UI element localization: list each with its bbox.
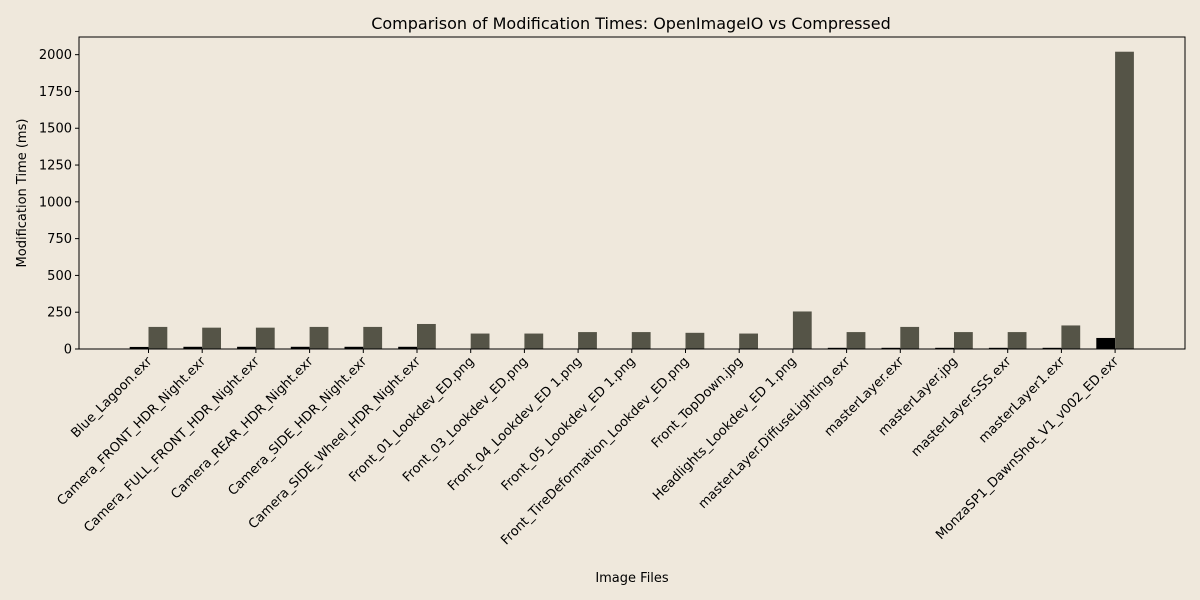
y-tick-label: 500 [47,269,72,284]
bar-series-2 [255,327,275,349]
bar-series-2 [417,323,436,349]
bar-series-2 [954,332,973,349]
bar-series-2 [685,332,705,349]
y-tick-label: 250 [47,306,72,321]
bar-series-1 [881,347,901,349]
bar-series-2 [1115,51,1134,349]
y-tick-label: 1000 [39,195,72,210]
x-axis-label: Image Files [595,571,669,586]
bars-layer [129,51,1134,349]
bar-series-2 [309,326,329,349]
y-tick-label: 1500 [39,122,72,137]
bar-series-1 [935,347,954,349]
bar-series-2 [1061,325,1081,349]
bar-series-2 [148,326,168,349]
bar-series-1 [827,347,847,349]
bar-series-1 [988,347,1008,349]
bar-series-1 [129,346,149,349]
y-tick-label: 0 [64,343,72,358]
bar-series-1 [398,346,417,349]
bar-series-1 [1096,337,1116,349]
y-tick-label: 1250 [39,159,72,174]
bar-series-2 [792,311,812,349]
bar-series-2 [739,333,758,349]
bar-series-1 [344,346,364,349]
bar-series-2 [524,333,544,349]
bar-series-2 [846,332,866,349]
bar-series-1 [183,346,203,349]
y-tick-label: 1750 [39,85,72,100]
bar-series-2 [470,333,490,349]
chart-title: Comparison of Modification Times: OpenIm… [371,14,891,33]
bar-series-2 [1007,332,1027,349]
y-tick-label: 2000 [39,48,72,63]
y-tick-label: 750 [47,232,72,247]
bar-series-1 [237,346,256,349]
bar-series-2 [363,326,383,349]
bar-series-2 [631,332,651,349]
bar-series-2 [578,332,597,349]
y-axis: 0 250 500 750 1000 1250 1500 1750 2000 [39,48,79,358]
bar-series-1 [1042,347,1062,349]
bar-series-2 [900,326,920,349]
y-axis-label: Modification Time (ms) [15,119,30,268]
bar-series-1 [290,346,310,349]
bar-series-2 [202,327,221,349]
